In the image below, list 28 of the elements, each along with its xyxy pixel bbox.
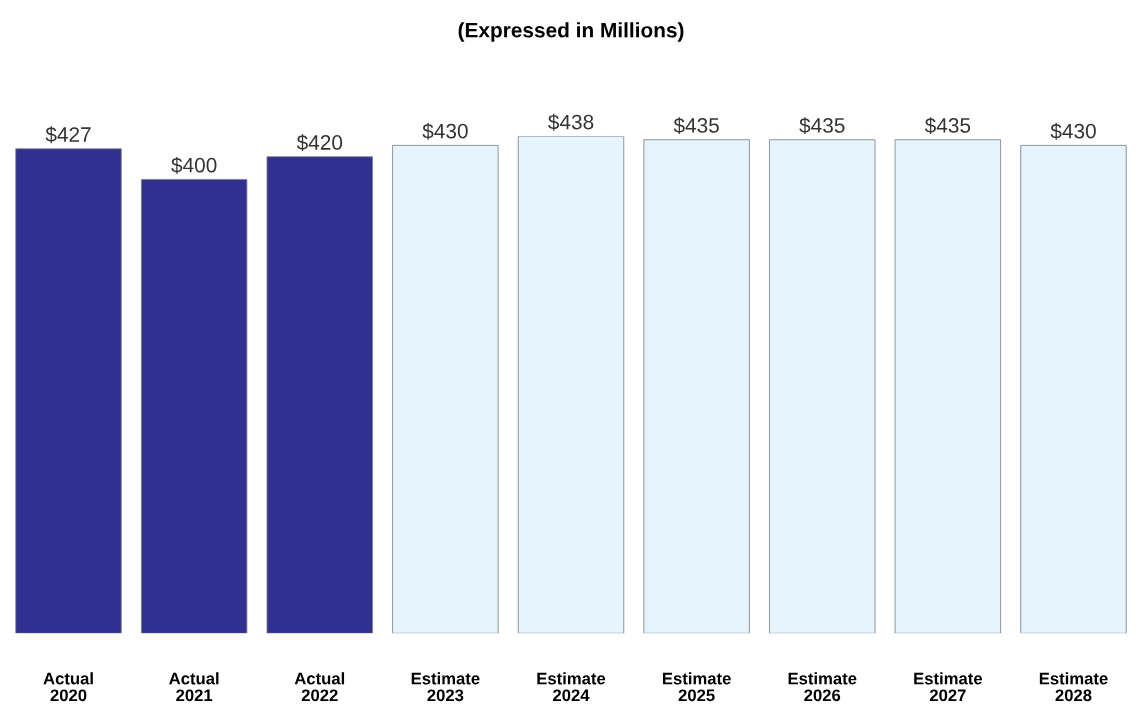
bar (643, 139, 750, 634)
x-tick-label: Estimate 2026 (788, 672, 857, 702)
x-tick-label: Actual 2020 (43, 672, 93, 702)
x-tick-label: Actual 2021 (169, 672, 219, 702)
bar (392, 144, 499, 634)
chart-title: (Expressed in Millions) (458, 22, 684, 42)
data-label: $400 (171, 156, 217, 174)
data-label: $430 (422, 122, 468, 140)
data-label: $427 (45, 126, 91, 144)
data-label: $438 (548, 113, 594, 131)
bar (140, 179, 248, 634)
bar (1020, 144, 1127, 634)
bar (15, 148, 122, 634)
x-tick-label: Estimate 2028 (1039, 672, 1108, 702)
bar (266, 156, 373, 634)
bar (769, 139, 876, 634)
data-label: $430 (1050, 122, 1096, 140)
data-label: $435 (924, 117, 971, 135)
data-label: $435 (799, 117, 845, 135)
x-tick-label: Actual 2022 (294, 672, 345, 702)
bar (517, 136, 625, 634)
x-tick-label: Estimate 2025 (663, 672, 731, 702)
x-tick-label: Estimate 2023 (411, 672, 480, 702)
data-label: $435 (673, 117, 719, 135)
x-tick-label: Estimate 2024 (537, 672, 606, 702)
x-tick-label: Estimate 2027 (914, 672, 983, 702)
bar (894, 139, 1002, 634)
data-label: $420 (296, 134, 343, 152)
